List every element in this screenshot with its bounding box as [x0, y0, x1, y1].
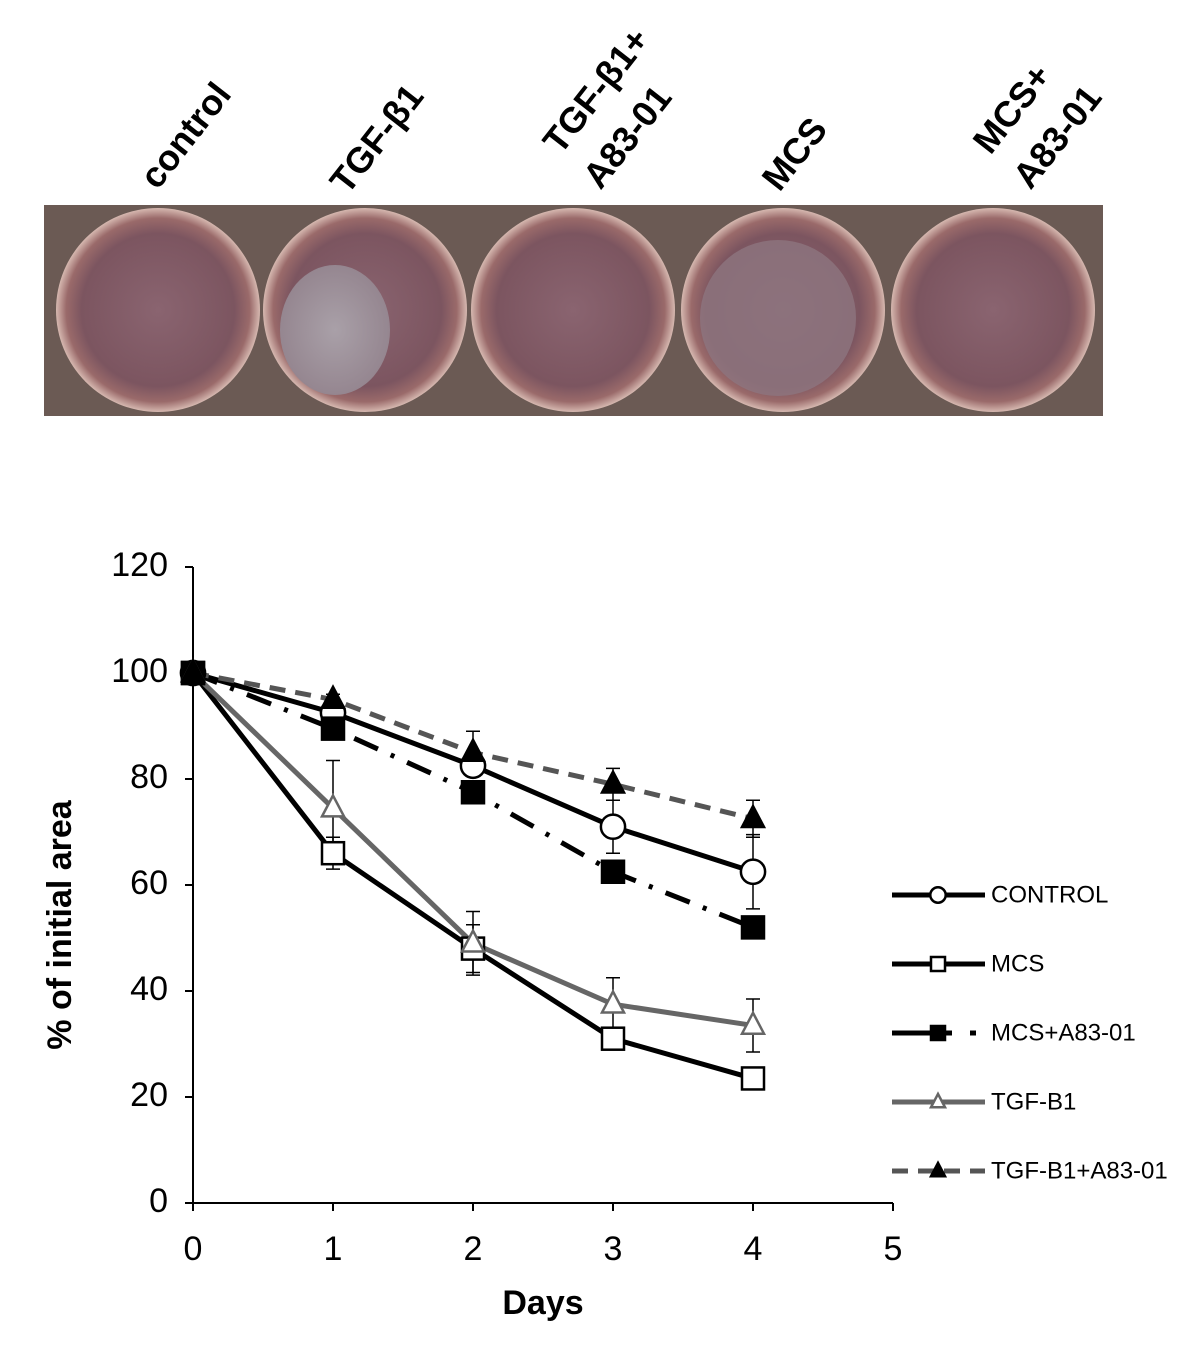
data-point [599, 768, 627, 794]
data-point [599, 813, 627, 841]
plot: 0 20 40 60 80 100 120 0 1 2 3 4 5 Days % of initial ar… [41, 546, 902, 1322]
data-point [320, 716, 346, 741]
legend-swatch [929, 955, 947, 973]
data-point [740, 915, 766, 940]
y-tick-label: 0 [149, 1182, 168, 1220]
photo-label: control [131, 74, 238, 195]
x-tick-label: 4 [744, 1230, 763, 1268]
x-tick-label: 0 [184, 1230, 203, 1268]
legend-label: MCS+A83-01 [991, 1019, 1136, 1046]
photo-label: TGF-β1 [321, 76, 431, 201]
legend-label: MCS [991, 950, 1044, 977]
legend-label: TGF-B1 [991, 1088, 1076, 1115]
well-photo [44, 205, 1103, 416]
data-point [739, 858, 767, 886]
legend-swatch [929, 886, 947, 904]
data-point [600, 1026, 626, 1051]
x-axis-label: Days [502, 1284, 583, 1322]
y-tick-label: 40 [130, 970, 168, 1008]
photo-labels: control TGF-β1 TGF-β1+A83-01 MCS MCS+A83-01 [131, 20, 1109, 201]
data-point [599, 988, 627, 1014]
data-point [460, 780, 486, 805]
legend-label: CONTROL [991, 881, 1108, 908]
legend-swatch [928, 1091, 948, 1109]
data-point [740, 1066, 766, 1091]
y-tick-label: 120 [111, 546, 168, 584]
gel [700, 240, 856, 396]
y-tick-label: 100 [111, 652, 168, 690]
well [471, 208, 675, 412]
legend-label: TGF-B1+A83-01 [991, 1157, 1168, 1184]
photo-label: MCS [753, 110, 835, 198]
data-point [739, 803, 767, 829]
data-point [179, 657, 207, 683]
data-point [320, 840, 346, 866]
well [891, 208, 1095, 412]
gel [280, 265, 390, 395]
data-point [459, 737, 487, 762]
legend-swatch [929, 1024, 947, 1042]
well [56, 208, 260, 412]
data-point [739, 1010, 767, 1035]
y-axis-label: % of initial area [41, 799, 79, 1049]
x-tick-label: 2 [464, 1230, 483, 1268]
x-tick-label: 5 [884, 1230, 903, 1268]
x-tick-label: 3 [604, 1230, 623, 1268]
legend: CONTROL MCS MCS+A83-01 TGF-B1 TGF-B1+A83-01 [892, 881, 1168, 1184]
data-point [319, 792, 347, 818]
y-tick-label: 20 [130, 1076, 168, 1114]
data-point [459, 927, 487, 953]
legend-swatch [928, 1160, 948, 1178]
y-tick-label: 80 [130, 758, 168, 796]
y-tick-label: 60 [130, 864, 168, 902]
data-point [319, 684, 347, 709]
data-point [600, 859, 626, 884]
x-tick-label: 1 [324, 1230, 343, 1268]
